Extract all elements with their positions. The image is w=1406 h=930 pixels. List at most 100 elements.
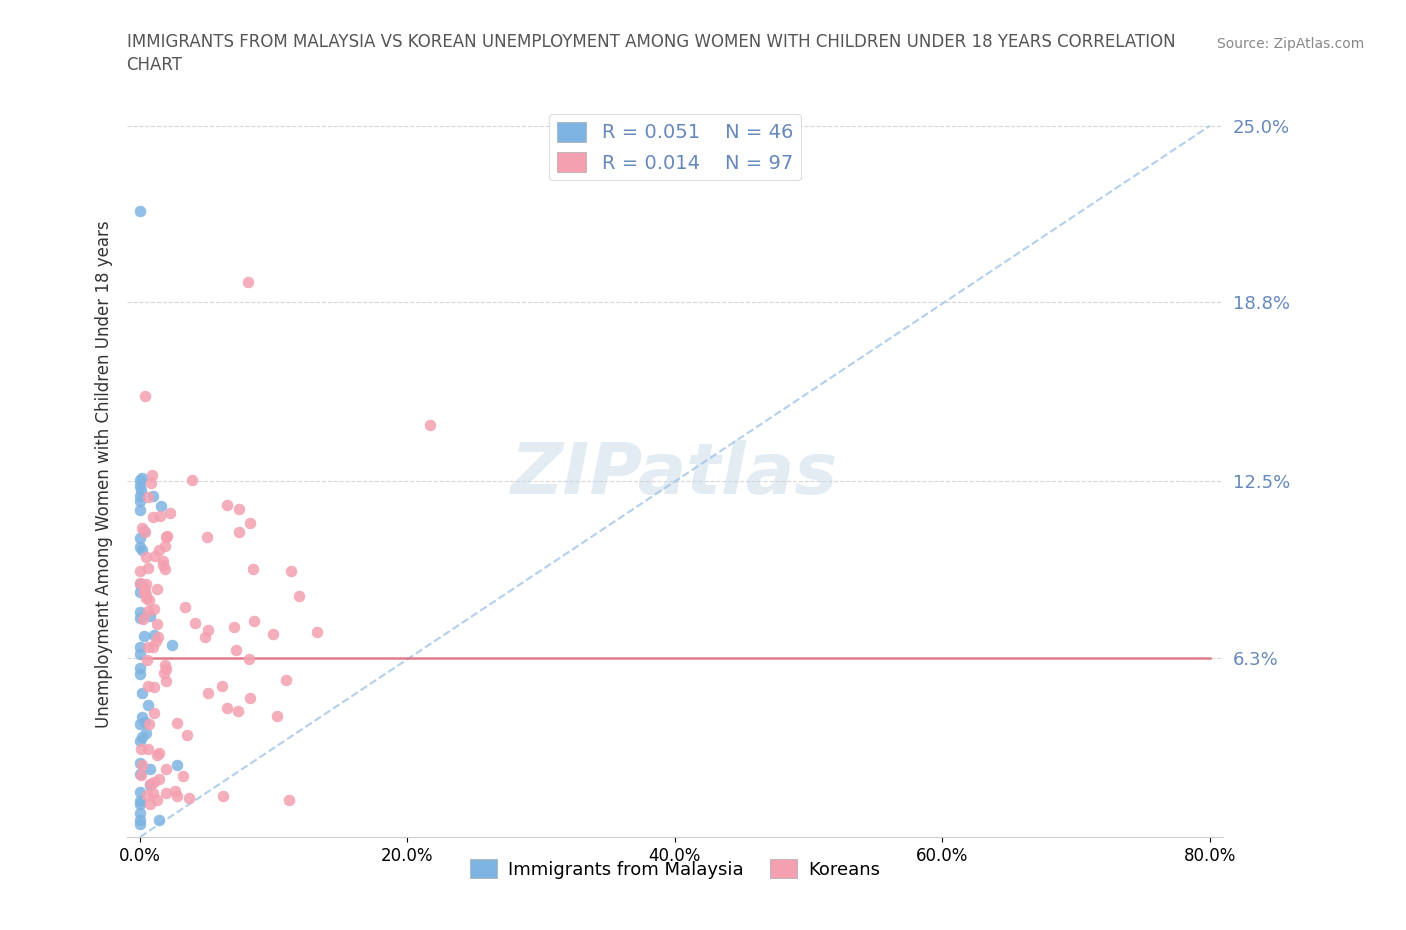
Point xyxy=(129,797,152,812)
Point xyxy=(132,523,155,538)
Point xyxy=(274,673,297,688)
Point xyxy=(239,691,262,706)
Point xyxy=(142,488,165,503)
Point xyxy=(129,805,152,820)
Point xyxy=(166,716,188,731)
Point xyxy=(139,608,162,623)
Text: IMMIGRANTS FROM MALAYSIA VS KOREAN UNEMPLOYMENT AMONG WOMEN WITH CHILDREN UNDER : IMMIGRANTS FROM MALAYSIA VS KOREAN UNEMP… xyxy=(127,33,1175,51)
Point xyxy=(132,629,155,644)
Point xyxy=(129,502,152,517)
Point xyxy=(155,661,177,676)
Point xyxy=(136,678,159,693)
Point xyxy=(176,727,198,742)
Point xyxy=(142,640,165,655)
Point xyxy=(155,762,177,777)
Point xyxy=(150,498,173,513)
Point xyxy=(142,775,165,790)
Point xyxy=(217,701,239,716)
Point xyxy=(180,472,202,487)
Point xyxy=(136,653,159,668)
Point xyxy=(166,757,188,772)
Point xyxy=(129,817,152,831)
Point xyxy=(136,698,159,712)
Point xyxy=(174,600,197,615)
Point xyxy=(132,584,155,599)
Point xyxy=(238,275,260,290)
Point xyxy=(132,612,155,627)
Point xyxy=(136,639,159,654)
Point xyxy=(262,627,284,642)
Point xyxy=(129,539,152,554)
Point xyxy=(129,766,152,781)
Point xyxy=(136,561,159,576)
Point xyxy=(184,616,207,631)
Point xyxy=(139,475,162,490)
Point xyxy=(129,577,152,591)
Point xyxy=(129,585,152,600)
Point xyxy=(129,768,152,783)
Point xyxy=(152,553,174,568)
Point xyxy=(146,792,169,807)
Point xyxy=(131,685,153,700)
Point xyxy=(194,630,217,644)
Point xyxy=(212,789,235,804)
Point xyxy=(139,777,162,792)
Point xyxy=(280,564,302,578)
Point xyxy=(138,796,160,811)
Point xyxy=(138,592,160,607)
Point xyxy=(139,777,162,792)
Point xyxy=(148,772,170,787)
Point xyxy=(153,658,176,672)
Point xyxy=(143,549,166,564)
Point xyxy=(155,673,177,688)
Point xyxy=(129,564,152,578)
Point xyxy=(239,516,262,531)
Point xyxy=(179,790,201,805)
Point xyxy=(142,680,165,695)
Point xyxy=(135,588,157,603)
Point xyxy=(224,619,246,634)
Point xyxy=(131,729,153,744)
Point xyxy=(142,786,165,801)
Point xyxy=(172,769,194,784)
Point xyxy=(131,758,153,773)
Point xyxy=(135,550,157,565)
Point xyxy=(156,528,179,543)
Point xyxy=(225,643,247,658)
Point xyxy=(141,468,163,483)
Point xyxy=(266,709,288,724)
Point xyxy=(146,617,169,631)
Point xyxy=(129,756,152,771)
Point xyxy=(129,576,152,591)
Point xyxy=(129,482,152,497)
Point xyxy=(242,562,264,577)
Point xyxy=(278,792,301,807)
Point xyxy=(131,710,153,724)
Point xyxy=(135,725,157,740)
Point xyxy=(149,509,172,524)
Point xyxy=(129,661,152,676)
Point xyxy=(136,489,159,504)
Point xyxy=(160,637,183,652)
Point xyxy=(129,813,152,828)
Point xyxy=(153,562,176,577)
Point xyxy=(129,610,152,625)
Point xyxy=(138,716,160,731)
Point xyxy=(142,509,165,524)
Point xyxy=(135,577,157,591)
Point xyxy=(134,583,156,598)
Point xyxy=(153,665,176,680)
Point xyxy=(197,685,219,700)
Point xyxy=(148,813,170,828)
Point xyxy=(159,505,181,520)
Point xyxy=(134,389,156,404)
Point xyxy=(129,493,152,508)
Point xyxy=(143,601,166,616)
Point xyxy=(145,633,167,648)
Point xyxy=(129,479,152,494)
Point xyxy=(146,630,169,644)
Point xyxy=(129,742,152,757)
Point xyxy=(211,678,233,693)
Point xyxy=(146,582,169,597)
Point xyxy=(307,625,329,640)
